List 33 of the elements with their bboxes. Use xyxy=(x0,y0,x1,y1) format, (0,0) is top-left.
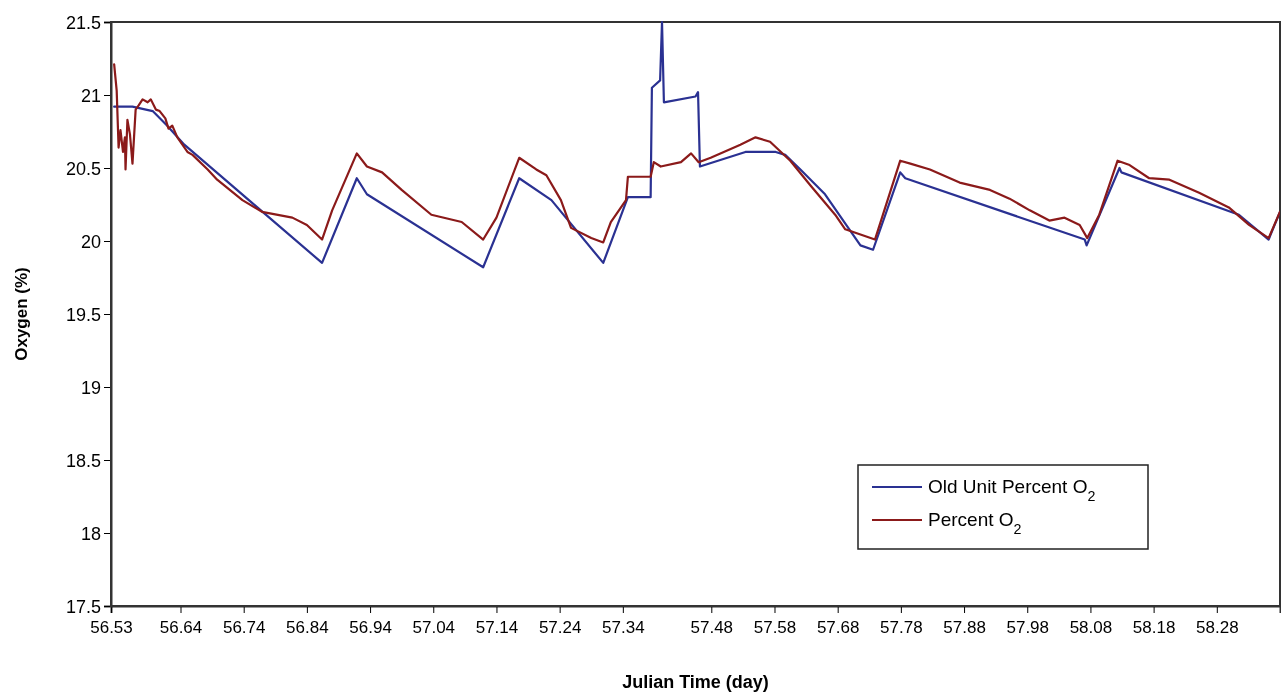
x-tick-label: 57.88 xyxy=(943,618,986,637)
line-series xyxy=(113,20,1280,269)
x-tick-label: 56.94 xyxy=(349,618,392,637)
y-tick-label: 21.5 xyxy=(65,12,101,33)
y-tick-label: 17.5 xyxy=(65,596,101,617)
x-axis-title: Julian Time (day) xyxy=(622,672,769,692)
line-series xyxy=(113,63,1280,244)
x-tick-label: 57.48 xyxy=(690,618,734,637)
y-tick-label: 20.5 xyxy=(65,158,101,179)
legend-label: Percent O$_{2}$ xyxy=(928,509,1022,537)
x-tick-label: 57.14 xyxy=(475,618,519,637)
x-tick-label: 58.28 xyxy=(1196,618,1239,637)
x-tick-label: 58.18 xyxy=(1132,618,1176,637)
x-tick-label: 58.08 xyxy=(1069,618,1113,637)
x-tick-label: 57.78 xyxy=(880,618,923,637)
legend-label: Old Unit Percent O$_{2}$ xyxy=(928,476,1096,504)
x-tick-label: 57.58 xyxy=(753,618,797,637)
y-tick-label: 18.5 xyxy=(65,450,101,471)
y-tick-label: 20 xyxy=(80,231,101,252)
y-tick-label: 21 xyxy=(80,85,101,106)
x-tick-label: 57.24 xyxy=(538,618,582,637)
x-tick-label: 57.04 xyxy=(412,618,456,637)
y-tick-label: 19.5 xyxy=(65,304,101,325)
y-axis-title: Oxygen (%) xyxy=(12,267,31,361)
x-tick-label: 57.98 xyxy=(1006,618,1050,637)
y-tick-label: 19 xyxy=(80,377,101,398)
x-tick-label: 57.34 xyxy=(602,618,645,637)
x-tick-label: 56.74 xyxy=(222,618,266,637)
x-tick-label: 56.84 xyxy=(286,618,329,637)
x-tick-label: 57.68 xyxy=(816,618,860,637)
y-tick-label: 18 xyxy=(80,523,101,544)
x-tick-label: 56.64 xyxy=(159,618,203,637)
x-tick-label: 56.53 xyxy=(90,618,133,637)
